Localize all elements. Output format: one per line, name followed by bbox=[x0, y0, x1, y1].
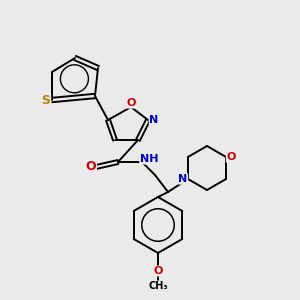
Text: CH₃: CH₃ bbox=[148, 281, 168, 291]
Text: S: S bbox=[41, 94, 50, 106]
Text: O: O bbox=[226, 152, 236, 162]
Text: NH: NH bbox=[140, 154, 158, 164]
Text: N: N bbox=[178, 174, 188, 184]
Text: O: O bbox=[86, 160, 96, 173]
Text: O: O bbox=[153, 266, 163, 276]
Text: N: N bbox=[149, 115, 159, 125]
Text: O: O bbox=[126, 98, 136, 108]
